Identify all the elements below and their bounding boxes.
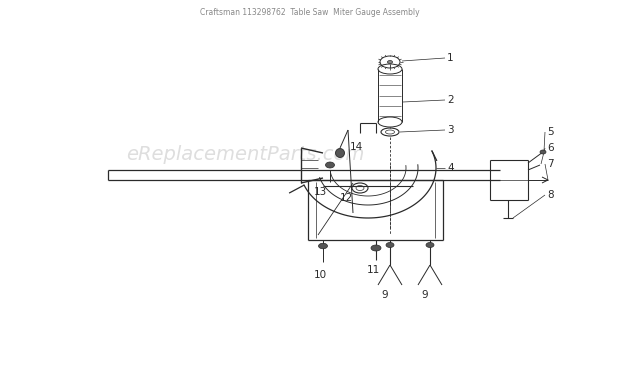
Text: 12: 12: [339, 193, 353, 203]
Text: 1: 1: [447, 53, 454, 63]
Ellipse shape: [326, 162, 335, 168]
Ellipse shape: [388, 60, 392, 63]
Text: Craftsman 113298762  Table Saw  Miter Gauge Assembly: Craftsman 113298762 Table Saw Miter Gaug…: [200, 8, 420, 17]
Text: 2: 2: [447, 95, 454, 105]
Text: 4: 4: [447, 163, 454, 173]
Ellipse shape: [335, 149, 345, 157]
Ellipse shape: [319, 243, 327, 249]
Text: 7: 7: [547, 159, 554, 169]
Text: eReplacementParts.com: eReplacementParts.com: [126, 146, 364, 165]
Text: 13: 13: [313, 187, 327, 197]
Text: 3: 3: [447, 125, 454, 135]
Text: 14: 14: [350, 142, 363, 152]
Ellipse shape: [386, 242, 394, 247]
Ellipse shape: [426, 242, 434, 247]
Ellipse shape: [540, 150, 546, 154]
Text: 8: 8: [547, 190, 554, 200]
Text: 11: 11: [366, 265, 379, 275]
Text: 10: 10: [314, 270, 327, 280]
Text: 9: 9: [382, 290, 388, 300]
Text: 5: 5: [547, 127, 554, 137]
Ellipse shape: [371, 245, 381, 251]
Text: 6: 6: [547, 143, 554, 153]
Text: 9: 9: [422, 290, 428, 300]
